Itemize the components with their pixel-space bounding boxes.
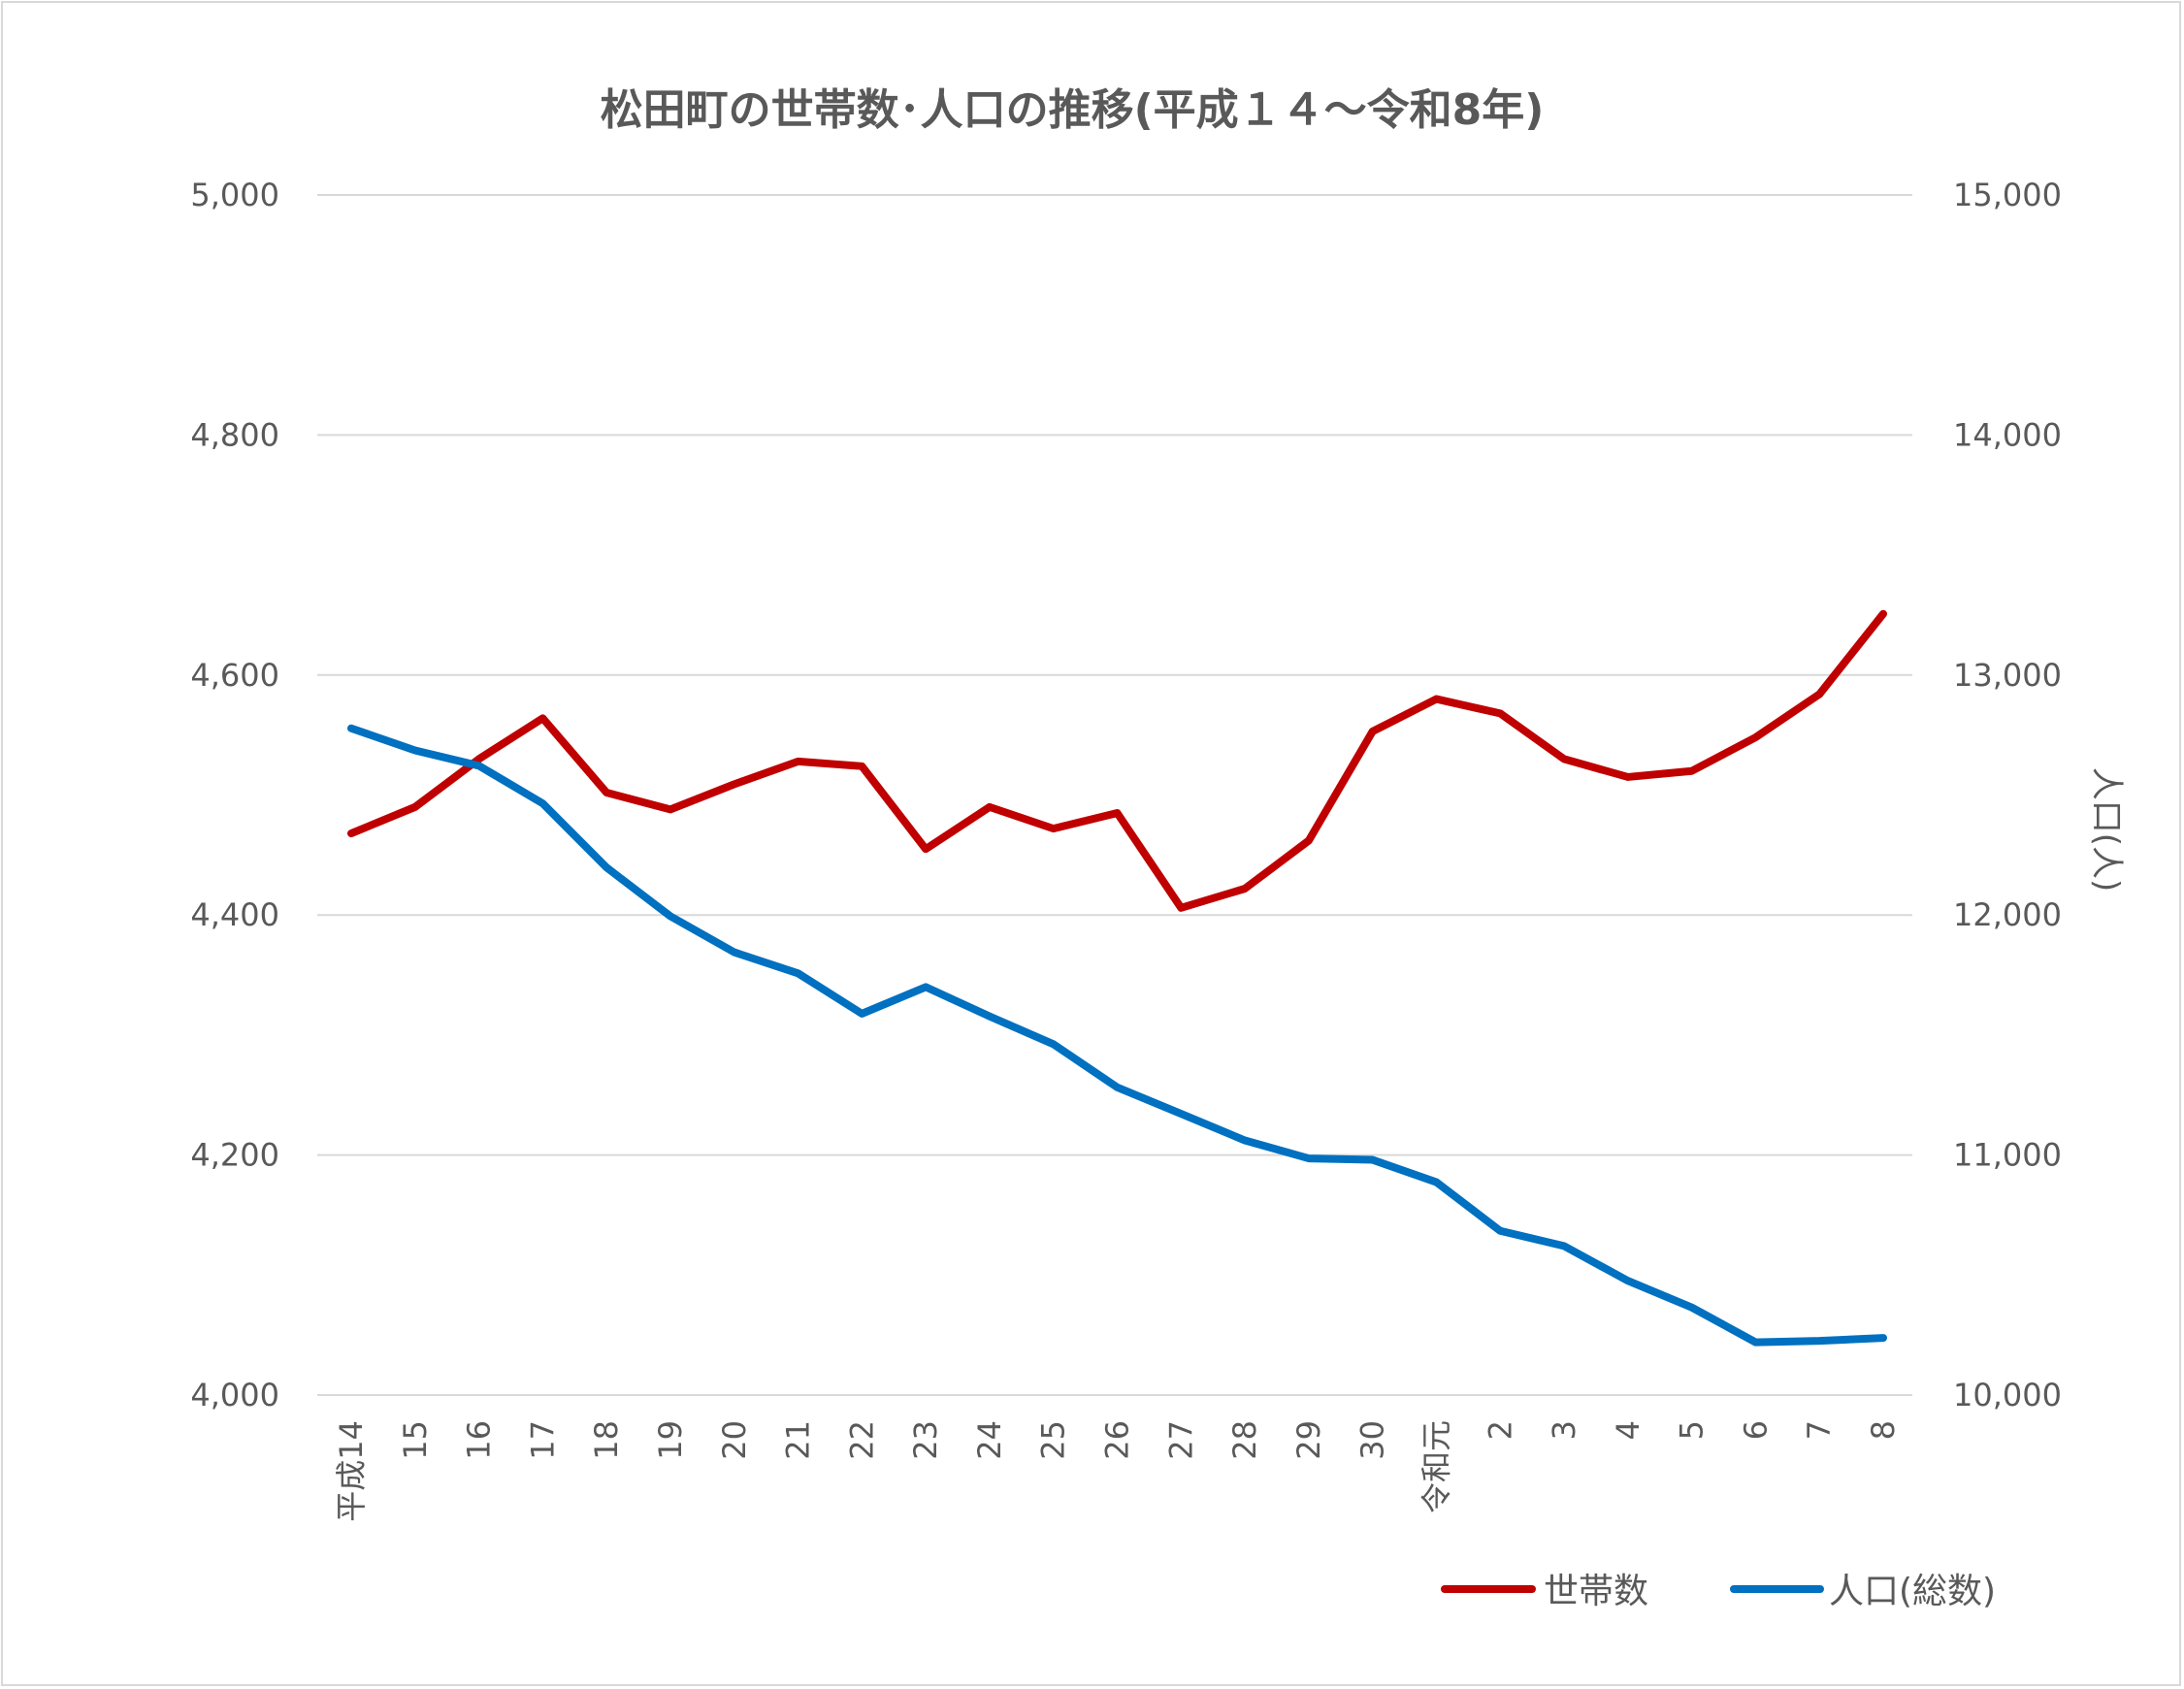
x-tick-label: 28 — [1226, 1420, 1263, 1460]
x-tick-label: 21 — [780, 1420, 817, 1460]
gridlines — [317, 194, 1912, 1396]
x-tick-label: 16 — [461, 1420, 498, 1460]
x-tick-label: 24 — [971, 1420, 1008, 1460]
x-tick-label: 7 — [1801, 1420, 1838, 1440]
right-tick-label: 11,000 — [1953, 1137, 2062, 1174]
right-axis-ticks: 10,000 11,000 12,000 13,000 14,000 15,000 — [1953, 177, 2062, 1413]
x-tick-label: 20 — [716, 1420, 753, 1460]
x-tick-label: 22 — [843, 1420, 880, 1460]
x-tick-label: 18 — [588, 1420, 625, 1460]
legend: 世帯数 人口(総数) — [1441, 1572, 1996, 1611]
x-tick-label: 29 — [1290, 1420, 1327, 1460]
legend-label-households: 世帯数 — [1544, 1572, 1648, 1611]
x-axis-ticks: 平成14 15 16 17 18 19 20 21 22 23 24 25 26 27 28 29 30 令和元 2… — [333, 1420, 1902, 1522]
chart-title: 松田町の世帯数･人口の推移(平成１４～令和8年) — [601, 85, 1545, 135]
right-tick-label: 13,000 — [1953, 657, 2062, 694]
left-tick-label: 4,800 — [190, 416, 279, 453]
x-tick-label: 30 — [1354, 1420, 1391, 1460]
series-line-population — [347, 724, 1887, 1347]
x-tick-label: 令和元 — [1418, 1420, 1454, 1513]
x-tick-label: 15 — [397, 1420, 434, 1460]
x-tick-label: 6 — [1737, 1420, 1774, 1440]
left-tick-label: 4,000 — [190, 1377, 279, 1413]
x-tick-label: 2 — [1482, 1420, 1518, 1440]
x-tick-label: 平成14 — [333, 1420, 370, 1522]
left-axis-ticks: 4,000 4,200 4,400 4,600 4,800 5,000 — [190, 177, 279, 1413]
x-tick-label: 19 — [652, 1420, 689, 1460]
x-tick-label: 5 — [1674, 1420, 1711, 1440]
x-tick-label: 3 — [1546, 1420, 1582, 1440]
series-lines — [347, 609, 1887, 1347]
legend-label-population: 人口(総数) — [1829, 1572, 1996, 1611]
left-tick-label: 4,400 — [190, 896, 279, 933]
right-axis-label: 人口(人) — [2087, 767, 2126, 893]
left-tick-label: 5,000 — [190, 177, 279, 213]
right-tick-label: 15,000 — [1953, 177, 2062, 213]
series-line-households — [347, 609, 1887, 912]
right-tick-label: 12,000 — [1953, 896, 2062, 933]
x-tick-label: 27 — [1162, 1420, 1199, 1460]
x-tick-label: 23 — [907, 1420, 944, 1460]
left-tick-label: 4,200 — [190, 1137, 279, 1174]
x-tick-label: 8 — [1865, 1420, 1902, 1440]
left-tick-label: 4,600 — [190, 657, 279, 694]
right-tick-label: 10,000 — [1953, 1377, 2062, 1413]
x-tick-label: 26 — [1099, 1420, 1136, 1460]
x-tick-label: 25 — [1035, 1420, 1072, 1460]
x-tick-label: 4 — [1610, 1420, 1646, 1440]
right-tick-label: 14,000 — [1953, 416, 2062, 453]
x-tick-label: 17 — [524, 1420, 561, 1460]
